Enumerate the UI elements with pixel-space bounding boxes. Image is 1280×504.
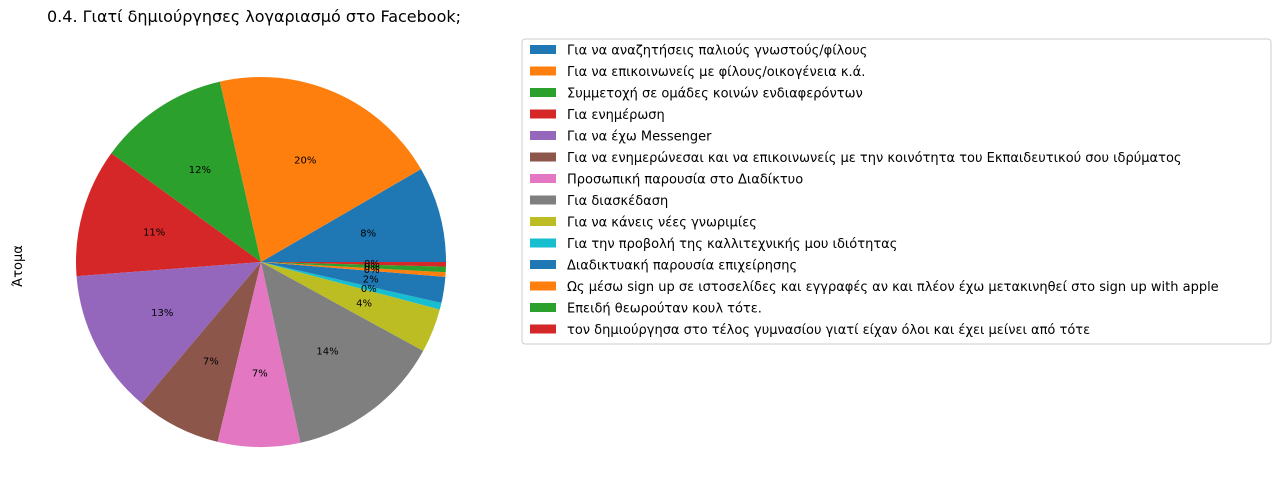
pie-slice — [217, 262, 301, 448]
pie-slice — [261, 169, 446, 262]
legend-label: Για να ενημερώνεσαι και να επικοινωνείς … — [567, 151, 1182, 166]
slice-percentage-label: 8% — [360, 229, 376, 240]
pie-slice — [261, 262, 446, 273]
legend-swatch — [530, 195, 556, 205]
legend-label: τον δημιούργησα στο τέλος γυμνασίου γιατ… — [567, 323, 1090, 338]
pie-slice — [261, 262, 446, 277]
pie-slice — [261, 262, 446, 303]
legend-swatch — [530, 45, 556, 54]
slice-percentage-label: 12% — [189, 165, 211, 176]
legend-swatch — [530, 152, 556, 162]
legend-frame — [521, 38, 1272, 345]
slice-percentage-label: 4% — [356, 299, 372, 310]
pie-slice — [261, 262, 442, 310]
slice-percentage-label: 2% — [363, 274, 379, 285]
legend-label: Για να αναζητήσεις παλιούς γνωστούς/φίλο… — [567, 44, 867, 59]
legend-label: Διαδικτυακή παρουσία επιχείρησης — [567, 259, 797, 274]
legend-label: Συμμετοχή σε ομάδες κοινών ενδιαφερόντων — [567, 87, 863, 102]
legend-swatch — [530, 66, 556, 76]
chart-title: 0.4. Γιατί δημιούργησες λογαριασμό στο F… — [47, 7, 461, 26]
legend-label: Ως μέσω sign up σε ιστοσελίδες και εγγρα… — [567, 280, 1219, 295]
legend-label: Για διασκέδαση — [567, 194, 668, 209]
legend-swatch — [530, 324, 556, 334]
pie-slice — [75, 153, 262, 277]
slice-percentage-label: 13% — [151, 308, 173, 319]
legend-label: Επειδή θεωρούταν κουλ τότε. — [567, 302, 762, 317]
percentage-labels: 8%20%12%11%13%7%7%14%4%0%2%0%0%0% — [143, 156, 380, 380]
legend-label: Για να έχω Messenger — [567, 130, 712, 145]
legend-swatch — [530, 303, 556, 312]
slice-percentage-label: 0% — [364, 262, 380, 273]
pie-slice — [261, 262, 440, 351]
legend: Για να αναζητήσεις παλιούς γνωστούς/φίλο… — [521, 38, 1272, 345]
legend-label: Προσωπική παρουσία στο Διαδίκτυο — [567, 173, 803, 188]
slice-percentage-label: 7% — [252, 368, 268, 379]
pie-slice — [141, 262, 261, 442]
legend-swatch — [530, 131, 556, 140]
legend-swatch — [530, 174, 556, 183]
legend-swatch — [530, 217, 556, 226]
legend-swatch — [530, 109, 556, 119]
legend-label: Για να κάνεις νέες γνωριμίες — [567, 216, 757, 231]
legend-label: Για να επικοινωνείς με φίλους/οικογένεια… — [567, 65, 865, 80]
pie-slice — [261, 262, 446, 267]
legend-swatch — [530, 281, 556, 291]
pie-slice — [111, 81, 261, 262]
slice-percentage-label: 7% — [203, 357, 219, 368]
pie-slice — [219, 77, 421, 262]
slice-percentage-label: 0% — [364, 265, 380, 276]
slice-percentage-label: 0% — [361, 284, 377, 295]
slice-percentage-label: 20% — [294, 156, 316, 167]
legend-swatch — [530, 238, 556, 248]
slice-percentage-label: 14% — [316, 346, 338, 357]
slice-percentage-label: 0% — [364, 259, 380, 270]
slice-percentage-label: 11% — [143, 227, 165, 238]
legend-label: Για ενημέρωση — [567, 108, 665, 123]
pie-slices — [75, 77, 446, 448]
pie-slice — [261, 262, 424, 443]
legend-swatch — [530, 260, 556, 269]
legend-swatch — [530, 88, 556, 97]
legend-label: Για την προβολή της καλλιτεχνικής μου ιδ… — [567, 237, 897, 252]
y-axis-label: Άτομα — [11, 245, 26, 287]
pie-slice — [76, 262, 261, 404]
